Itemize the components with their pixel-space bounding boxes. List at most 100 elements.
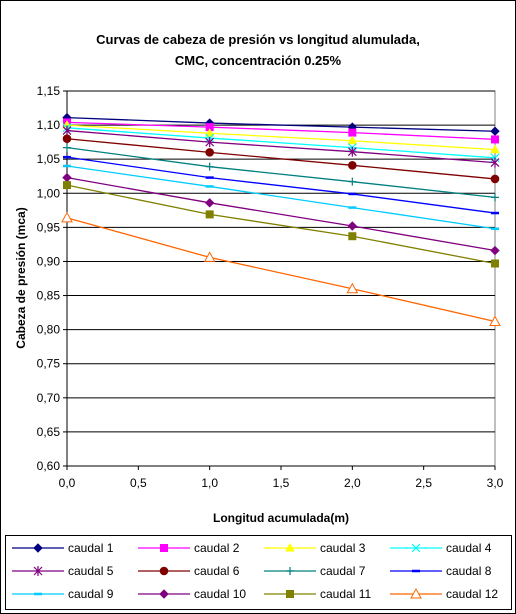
y-tick-label: 0,80 bbox=[37, 323, 61, 337]
data-point bbox=[62, 134, 72, 144]
y-tick-label: 0,85 bbox=[37, 289, 61, 303]
axes: 0,60 0,65 0,70 0,75 0,80 0,85 0,90 0,95 1,00 1,05… bbox=[37, 84, 504, 490]
series-line bbox=[66, 127, 496, 159]
series-line bbox=[66, 121, 496, 141]
legend-marker bbox=[34, 592, 42, 596]
data-point bbox=[61, 211, 73, 223]
legend-item: caudal 7 bbox=[264, 564, 366, 578]
series-line bbox=[66, 146, 496, 199]
data-point bbox=[491, 193, 499, 202]
data-point bbox=[204, 198, 215, 208]
data-point bbox=[205, 176, 214, 179]
data-point bbox=[490, 174, 500, 184]
data-point bbox=[205, 148, 214, 157]
y-tick-label: 0,75 bbox=[37, 357, 61, 371]
legend-label: caudal 8 bbox=[446, 564, 492, 578]
data-point bbox=[490, 126, 500, 136]
data-point bbox=[62, 125, 72, 136]
series-11 bbox=[63, 181, 499, 268]
data-point bbox=[348, 128, 357, 137]
data-point bbox=[490, 157, 500, 168]
data-point bbox=[491, 135, 499, 144]
data-point bbox=[204, 128, 215, 137]
series-group bbox=[61, 112, 501, 326]
y-tick-label: 0,60 bbox=[37, 459, 61, 473]
x-tick-label: 0,0 bbox=[59, 476, 76, 490]
legend-marker bbox=[412, 569, 420, 573]
data-point bbox=[490, 245, 500, 256]
data-point bbox=[63, 181, 71, 190]
legend-marker bbox=[285, 542, 295, 552]
legend-item: caudal 12 bbox=[390, 587, 498, 601]
data-point bbox=[491, 227, 499, 230]
plot-area bbox=[66, 90, 496, 467]
data-point bbox=[490, 144, 500, 154]
data-point bbox=[205, 210, 214, 219]
y-tick-label: 0,70 bbox=[37, 391, 61, 405]
chart-title-line-1: Curvas de cabeza de presión vs longitud … bbox=[96, 32, 420, 47]
legend-item: caudal 9 bbox=[12, 587, 114, 601]
legend-marker bbox=[33, 543, 43, 553]
data-point bbox=[205, 162, 214, 171]
series-10 bbox=[62, 172, 500, 256]
data-point bbox=[205, 185, 214, 188]
series-line bbox=[66, 184, 496, 265]
y-tick-label: 1,00 bbox=[37, 186, 61, 200]
legend-label: caudal 9 bbox=[68, 587, 114, 601]
data-point bbox=[348, 177, 357, 186]
legend-label: caudal 6 bbox=[194, 564, 240, 578]
legend-marker bbox=[159, 589, 169, 599]
legend-item: caudal 10 bbox=[138, 587, 246, 601]
data-point bbox=[347, 146, 357, 157]
legend-label: caudal 2 bbox=[194, 541, 240, 555]
y-tick-label: 0,90 bbox=[37, 254, 61, 268]
legend-label: caudal 11 bbox=[320, 587, 371, 601]
series-9 bbox=[63, 164, 499, 230]
legend-marker bbox=[159, 566, 169, 576]
y-tick-label: 1,15 bbox=[37, 84, 61, 98]
legend-label: caudal 10 bbox=[194, 587, 246, 601]
legend-item: caudal 8 bbox=[390, 564, 492, 578]
series-6 bbox=[62, 134, 500, 184]
series-line bbox=[66, 129, 496, 164]
legend-item: caudal 3 bbox=[264, 541, 366, 555]
legend-label: caudal 4 bbox=[446, 541, 492, 555]
x-tick-label: 0,5 bbox=[130, 476, 147, 490]
series-line bbox=[66, 138, 496, 180]
y-tick-label: 0,95 bbox=[37, 220, 61, 234]
y-tick-label: 0,65 bbox=[37, 425, 61, 439]
series-5 bbox=[62, 125, 500, 168]
data-point bbox=[348, 161, 357, 170]
legend-label: caudal 3 bbox=[320, 541, 366, 555]
data-point bbox=[348, 232, 357, 241]
legend-item: caudal 6 bbox=[138, 564, 240, 578]
series-8 bbox=[63, 155, 499, 215]
series-line bbox=[66, 156, 496, 214]
legend-marker bbox=[160, 544, 168, 552]
legend-marker bbox=[410, 587, 422, 599]
legend-label: caudal 12 bbox=[446, 587, 498, 601]
y-axis-title: Cabeza de presión (mca) bbox=[14, 207, 28, 348]
series-line bbox=[66, 217, 496, 323]
data-point bbox=[489, 315, 501, 326]
data-point bbox=[63, 155, 71, 159]
data-point bbox=[348, 206, 357, 209]
legend-marker bbox=[286, 590, 294, 598]
data-point bbox=[203, 251, 216, 262]
legend-item: caudal 11 bbox=[264, 587, 371, 601]
data-point bbox=[63, 143, 71, 152]
legend-label: caudal 5 bbox=[68, 564, 114, 578]
series-line bbox=[66, 124, 496, 151]
data-point bbox=[347, 135, 358, 145]
x-tick-label: 1,5 bbox=[273, 476, 290, 490]
x-tick-label: 1,0 bbox=[201, 476, 218, 490]
data-point bbox=[347, 221, 358, 231]
data-point bbox=[346, 282, 359, 294]
series-7 bbox=[63, 143, 499, 202]
legend: caudal 1 caudal 2 caudal 3 caudal 4 caudal 5… bbox=[12, 541, 498, 601]
data-point bbox=[491, 259, 499, 268]
data-point bbox=[205, 137, 215, 148]
series-line bbox=[66, 176, 496, 252]
